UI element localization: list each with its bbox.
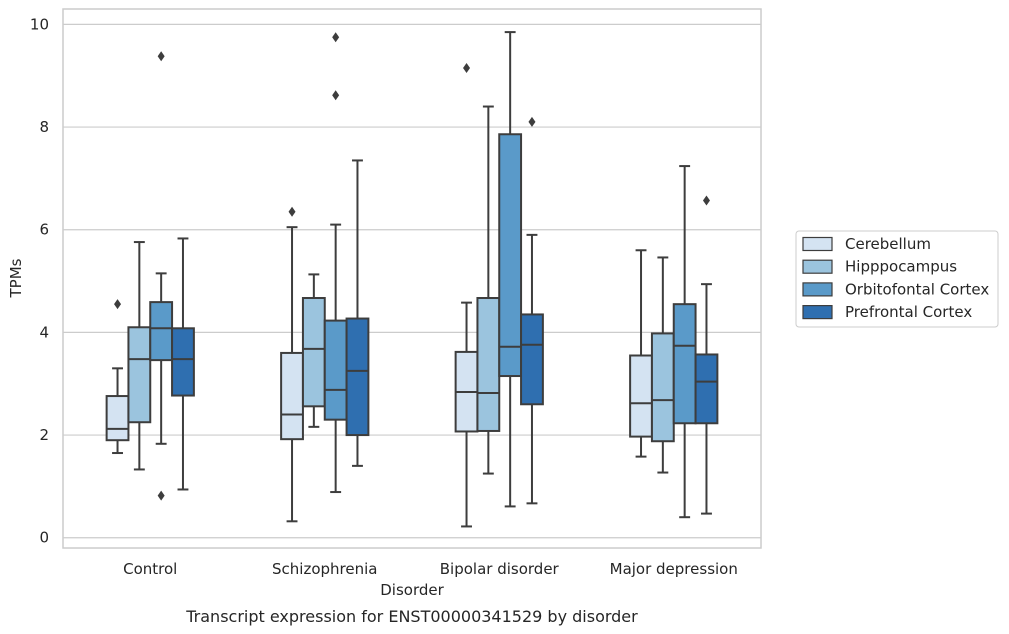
outlier-point <box>288 206 296 217</box>
box-cerebellum <box>105 299 130 455</box>
legend-swatch <box>802 282 833 297</box>
box-iqr <box>694 353 719 425</box>
box-iqr <box>520 313 544 406</box>
outlier-point <box>463 63 471 74</box>
box-iqr <box>498 133 523 378</box>
box-orbitofontal-cortex <box>323 32 348 494</box>
legend-swatch <box>802 305 833 320</box>
box-hipppocampus <box>650 256 675 474</box>
box-iqr <box>323 319 348 421</box>
x-tick-labels: Control Schizophrenia Bipolar disorder Majo… <box>123 560 738 578</box>
box-prefrontal-cortex <box>694 195 719 515</box>
box-hipppocampus <box>127 241 152 471</box>
y-tick-label: 0 <box>39 529 49 547</box>
x-tick-label: Control <box>123 560 177 578</box>
boxes <box>105 31 719 528</box>
y-axis-label: TPMs <box>7 258 25 298</box>
y-tick-label: 4 <box>39 323 49 341</box>
legend-label: Prefrontal Cortex <box>845 303 972 321</box>
box-cerebellum <box>280 206 304 523</box>
x-tick-label: Bipolar disorder <box>440 560 560 578</box>
plot-frame <box>62 8 762 549</box>
y-tick-label: 6 <box>39 221 49 239</box>
gridlines <box>63 23 761 539</box>
legend-frame <box>795 230 999 328</box>
box-iqr <box>149 301 174 362</box>
box-iqr <box>171 327 195 397</box>
outlier-point <box>157 490 165 501</box>
y-tick-labels: 0 2 4 6 8 10 <box>30 15 49 546</box>
box-iqr <box>629 354 653 438</box>
outlier-point <box>114 299 122 310</box>
box-iqr <box>345 317 370 437</box>
box-orbitofontal-cortex <box>498 31 523 508</box>
legend-label: Orbitofontal Cortex <box>845 280 989 298</box>
box-orbitofontal-cortex <box>672 165 697 519</box>
box-prefrontal-cortex <box>520 116 544 505</box>
box-orbitofontal-cortex <box>149 51 174 501</box>
outlier-point <box>702 195 710 206</box>
box-hipppocampus <box>476 105 501 475</box>
y-tick-label: 8 <box>39 118 49 136</box>
box-iqr <box>301 297 326 408</box>
outlier-point <box>332 90 340 101</box>
x-tick-label: Schizophrenia <box>272 560 377 578</box>
legend-swatch <box>802 236 833 252</box>
x-tick-label: Major depression <box>610 560 738 578</box>
outlier-point <box>528 116 536 127</box>
box-cerebellum <box>454 63 479 528</box>
outlier-point <box>332 32 340 43</box>
chart-caption: Transcript expression for ENST0000034152… <box>185 607 638 626</box>
box-prefrontal-cortex <box>171 237 195 491</box>
box-iqr <box>672 303 697 425</box>
box-cerebellum <box>629 249 653 458</box>
legend-label: Cerebellum <box>845 235 931 253</box>
box-iqr <box>105 395 130 442</box>
box-iqr <box>650 332 675 443</box>
legend-label: Hipppocampus <box>845 258 957 276</box>
box-prefrontal-cortex <box>345 159 370 467</box>
box-hipppocampus <box>301 273 326 428</box>
x-axis-label: Disorder <box>380 581 444 599</box>
y-tick-label: 2 <box>39 426 49 444</box>
y-tick-label: 10 <box>30 15 49 33</box>
box-iqr <box>127 326 152 424</box>
box-iqr <box>476 297 501 432</box>
box-iqr <box>280 351 304 441</box>
legend-swatch <box>802 259 833 274</box>
outlier-point <box>157 51 165 62</box>
legend: Cerebellum Hipppocampus Orbitofontal Corte… <box>795 230 999 328</box>
